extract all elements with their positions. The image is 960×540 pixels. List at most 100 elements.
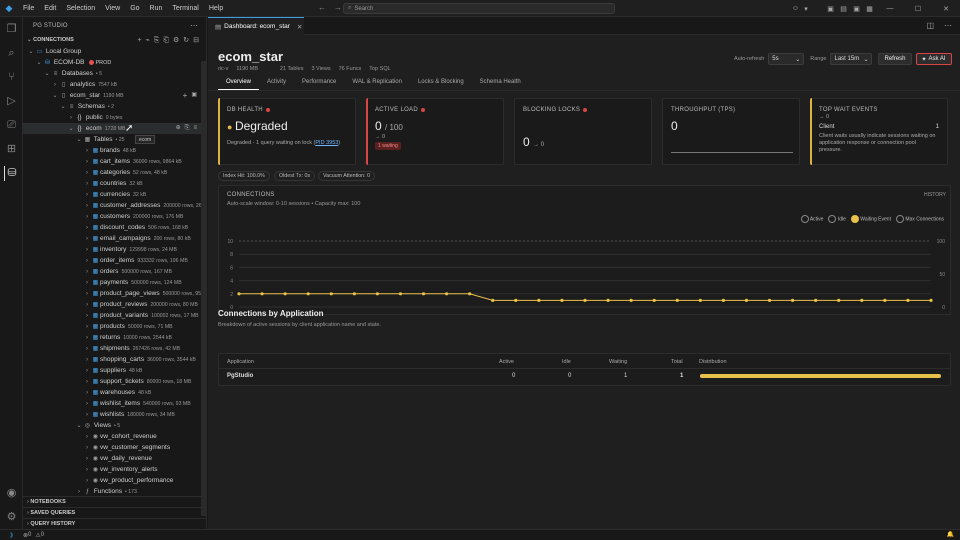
legend-active[interactable]: Active	[800, 215, 823, 223]
maximize-icon[interactable]: ☐	[914, 5, 922, 13]
tab-performance[interactable]: Performance	[302, 79, 337, 85]
sidebar-scrollbar[interactable]	[201, 61, 206, 516]
tab-dashboard[interactable]: ▤ Dashboard: ecom_star ✕	[208, 17, 304, 35]
table-item[interactable]: › ▦ product_variants 100002 rows, 17 MB	[23, 310, 206, 321]
table-item[interactable]: › ▦ customer_addresses 200000 rows, 26 MB	[23, 200, 206, 211]
view-item[interactable]: › ◉ vw_customer_segments	[23, 442, 206, 453]
close-tab-icon[interactable]: ✕	[296, 23, 303, 31]
remote-explorer-icon[interactable]: ⎚	[7, 119, 16, 131]
warnings-count[interactable]: 0	[40, 532, 45, 538]
add-connection-icon[interactable]: +	[137, 37, 142, 44]
table-item[interactable]: › ▦ inventory 129998 rows, 24 MB	[23, 244, 206, 255]
toggle-secondary-sidebar-icon[interactable]: ▣	[853, 5, 860, 13]
menu-file[interactable]: File	[23, 4, 35, 12]
tree-schema-public[interactable]: › {} public 0 bytes	[23, 112, 206, 123]
toggle-sidebar-icon[interactable]: ▣	[827, 5, 834, 13]
close-icon[interactable]: ✕	[943, 5, 949, 13]
query-icon[interactable]: ⊕	[175, 125, 181, 131]
tree-local-group[interactable]: ⌄ ▭ Local Group	[23, 46, 206, 57]
table-item[interactable]: › ▦ returns 10000 rows, 2544 kB	[23, 332, 206, 343]
warnings-icon[interactable]: ⚠	[35, 532, 41, 539]
ask-ai-button[interactable]: ✦ Ask AI	[915, 53, 952, 65]
view-item[interactable]: › ◉ vw_inventory_alerts	[23, 464, 206, 475]
connections-header[interactable]: ⌄ CONNECTIONS + ⌁ ⎘ ⎗ ⚙ ↻ ⊟	[27, 37, 199, 44]
query-history-header[interactable]: › QUERY HISTORY	[23, 518, 206, 529]
notebook-icon[interactable]: ⎗	[163, 37, 169, 44]
explorer-icon[interactable]: ❐	[6, 23, 17, 35]
table-item[interactable]: › ▦ product_reviews 200000 rows, 80 MB	[23, 299, 206, 310]
table-item[interactable]: › ▦ payments 500000 rows, 124 MB	[23, 277, 206, 288]
remote-icon[interactable]: ⟫	[9, 532, 14, 539]
notifications-bell-icon[interactable]: 🔔	[946, 532, 954, 538]
tab-locks-blocking[interactable]: Locks & Blocking	[417, 79, 464, 85]
view-item[interactable]: › ◉ vw_cohort_revenue	[23, 431, 206, 442]
table-item[interactable]: › ▦ wishlist_items 540000 rows, 93 MB	[23, 398, 206, 409]
table-item[interactable]: › ▦ discount_codes 506 rows, 168 kB	[23, 222, 206, 233]
toggle-panel-icon[interactable]: ▤	[840, 5, 847, 13]
split-editor-icon[interactable]: ◫	[926, 21, 934, 30]
table-item[interactable]: › ▦ currencies 32 kB	[23, 189, 206, 200]
more-icon[interactable]: ≡	[193, 125, 197, 131]
table-item[interactable]: › ▦ order_items 933332 rows, 196 MB	[23, 255, 206, 266]
menu-view[interactable]: View	[105, 4, 121, 12]
table-item[interactable]: › ▦ wishlists 180000 rows, 34 MB	[23, 409, 206, 420]
tree-connection[interactable]: ⌄ ⛁ ECOM-DB PROD	[23, 57, 206, 68]
table-item[interactable]: › ▦ shipments 267426 rows, 42 MB	[23, 343, 206, 354]
errors-icon[interactable]: ⊗	[23, 532, 29, 539]
legend-max[interactable]: Max Connections	[895, 215, 944, 223]
meta-top-sql[interactable]: Top SQL	[369, 66, 391, 72]
run-debug-icon[interactable]: ▷	[7, 95, 16, 107]
layout-icon[interactable]: ▦	[866, 5, 873, 13]
auto-refresh-select[interactable]: 5s ⌄	[768, 53, 805, 65]
tree-db-analytics[interactable]: › ▯ analytics 7547 kB	[23, 79, 206, 90]
manage-gear-icon[interactable]: ⚙	[6, 511, 17, 523]
errors-count[interactable]: 0	[28, 532, 32, 538]
refresh-button[interactable]: Refresh	[878, 53, 912, 65]
copilot-icon[interactable]: ☺	[791, 5, 800, 12]
table-item[interactable]: › ▦ countries 32 kB	[23, 178, 206, 189]
menu-edit[interactable]: Edit	[44, 4, 57, 12]
table-item[interactable]: › ▦ cart_items 36000 rows, 9864 kB	[23, 156, 206, 167]
table-item[interactable]: › ▦ categories 52 rows, 48 kB	[23, 167, 206, 178]
legend-waiting[interactable]: Waiting Event	[850, 215, 891, 223]
more-actions-icon[interactable]: ⋯	[944, 21, 952, 30]
dashboard-icon[interactable]: ▣	[191, 92, 197, 98]
add-icon[interactable]: +	[182, 91, 188, 100]
copy-icon[interactable]: ⎘	[184, 125, 190, 131]
account-icon[interactable]: ◉	[6, 487, 17, 499]
minimize-icon[interactable]: —	[886, 5, 894, 12]
collapse-all-icon[interactable]: ⊟	[193, 37, 199, 44]
tree-databases[interactable]: ⌄ ≡ Databases • 5	[23, 68, 206, 79]
history-label[interactable]: HISTORY	[923, 192, 946, 198]
table-item[interactable]: › ▦ suppliers 48 kB	[23, 365, 206, 376]
menu-go[interactable]: Go	[130, 4, 140, 12]
table-item[interactable]: › ▦ email_campaigns 200 rows, 80 kB	[23, 233, 206, 244]
search-icon[interactable]: ⌕	[8, 47, 15, 59]
tab-activity[interactable]: Activity	[267, 79, 287, 85]
table-item[interactable]: › ▦ product_page_views 500000 rows, 95 MB	[23, 288, 206, 299]
table-item[interactable]: › ▦ customers 200000 rows, 176 MB	[23, 211, 206, 222]
source-control-icon[interactable]: ⑂	[8, 71, 15, 83]
copilot-chevron-icon[interactable]: ▾	[804, 5, 808, 13]
tree-views[interactable]: ⌄ ◎ Views • 5	[23, 420, 206, 431]
forward-arrow-icon[interactable]: →	[334, 3, 342, 12]
connect-icon[interactable]: ⌁	[145, 37, 150, 44]
tree-tables[interactable]: ⌄ ▦ Tables • 25	[23, 134, 206, 145]
table-item[interactable]: › ▦ products 50000 rows, 71 MB	[23, 321, 206, 332]
table-item[interactable]: › ▦ shopping_carts 36000 rows, 3544 kB	[23, 354, 206, 365]
menu-terminal[interactable]: Terminal	[172, 4, 199, 12]
back-arrow-icon[interactable]: ←	[318, 3, 326, 12]
range-select[interactable]: Last 15m ⌄	[830, 53, 873, 65]
database-icon[interactable]: ⛁	[4, 166, 19, 181]
table-item[interactable]: › ▦ orders 500000 rows, 167 MB	[23, 266, 206, 277]
view-item[interactable]: › ◉ vw_product_performance	[23, 475, 206, 486]
tree-db-ecom-star[interactable]: ⌄ ▯ ecom_star 1190 MB + ▣	[23, 90, 206, 101]
sql-file-icon[interactable]: ⎘	[153, 37, 160, 44]
pid-link[interactable]: PID 3953	[315, 140, 339, 146]
tree-schemas[interactable]: ⌄ ≡ Schemas • 2	[23, 101, 206, 112]
tree-schema-ecom[interactable]: ⌄{} ecom 1728 MB ⊕ ⎘ ≡	[23, 123, 206, 134]
extensions-icon[interactable]: ⊞	[6, 143, 17, 155]
menu-run[interactable]: Run	[149, 4, 163, 12]
legend-idle[interactable]: Idle	[828, 215, 846, 223]
settings-icon[interactable]: ⚙	[172, 37, 180, 44]
